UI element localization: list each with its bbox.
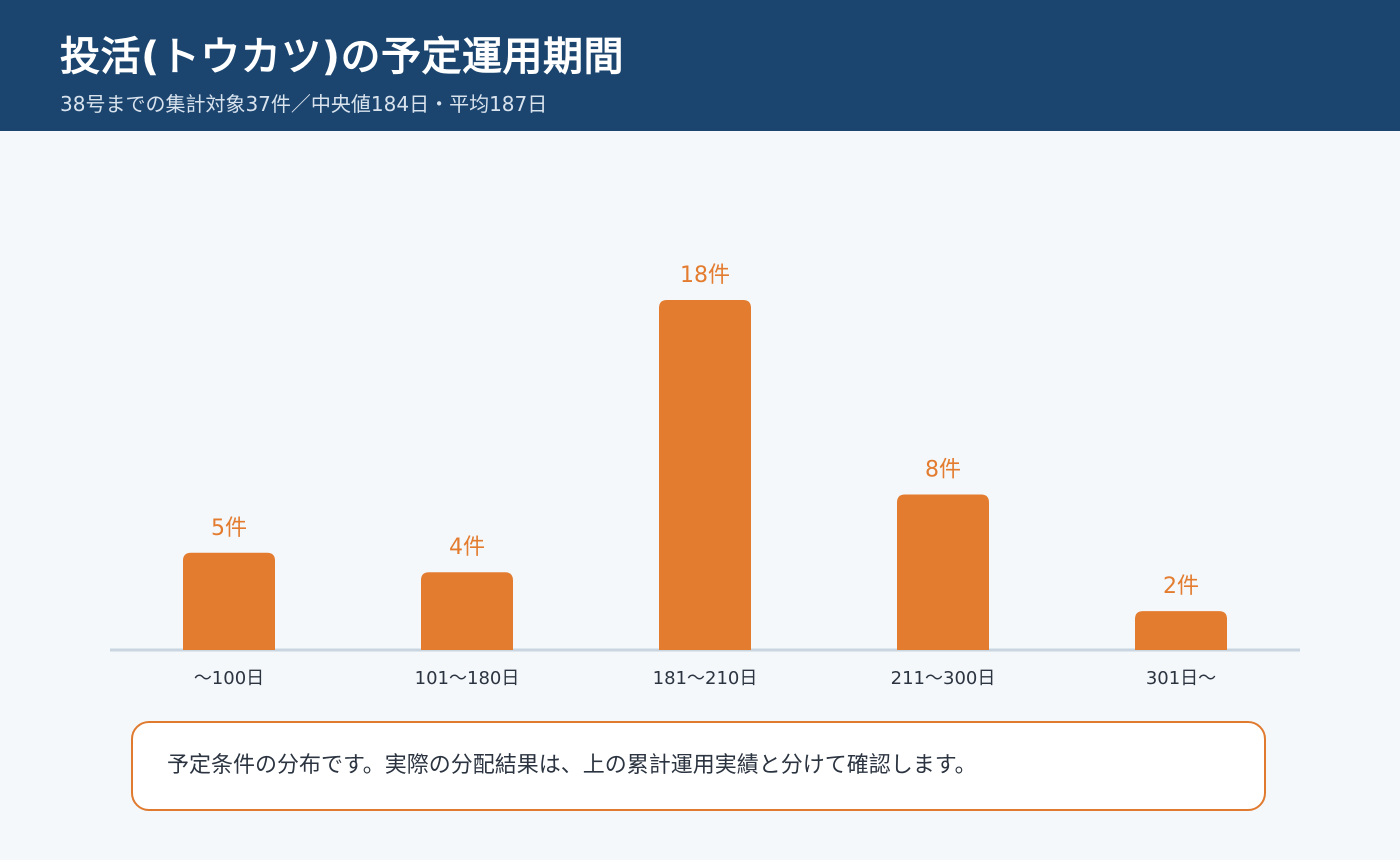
bar-1 bbox=[183, 552, 275, 650]
x-tick-label: 301日〜 bbox=[1146, 668, 1216, 689]
x-tick-label: 101〜180日 bbox=[415, 668, 520, 689]
bar-value-label: 18件 bbox=[680, 263, 730, 288]
bar-value-label: 8件 bbox=[925, 457, 961, 482]
bar-2 bbox=[421, 572, 513, 650]
bar-chart-svg: 5件〜100日 4件 101〜180日 18件 181〜210日 8件 211〜300日 2件… bbox=[110, 263, 1300, 689]
bar-5 bbox=[1135, 611, 1227, 650]
bar-4 bbox=[897, 494, 989, 650]
bar-value-label: 5件 bbox=[211, 516, 247, 541]
note-text: 予定条件の分布です。実際の分配結果は、上の累計運用実績と分けて確認します。 bbox=[167, 753, 977, 778]
bar-chart: 5件〜100日 4件 101〜180日 18件 181〜210日 8件 211〜300日 2件… bbox=[0, 131, 1400, 711]
bar-3 bbox=[659, 300, 751, 650]
x-tick-label: 211〜300日 bbox=[891, 668, 996, 689]
x-tick-label: 〜100日 bbox=[194, 668, 264, 689]
bar-value-label: 4件 bbox=[449, 535, 485, 560]
header: 投活(トウカツ)の予定運用期間 38号までの集計対象37件／中央値184日・平均… bbox=[0, 0, 1400, 131]
note-box: 予定条件の分布です。実際の分配結果は、上の累計運用実績と分けて確認します。 bbox=[131, 721, 1266, 811]
page-subtitle: 38号までの集計対象37件／中央値184日・平均187日 bbox=[60, 92, 548, 116]
x-tick-label: 181〜210日 bbox=[653, 668, 758, 689]
page-title: 投活(トウカツ)の予定運用期間 bbox=[60, 34, 625, 80]
bar-value-label: 2件 bbox=[1163, 574, 1199, 599]
